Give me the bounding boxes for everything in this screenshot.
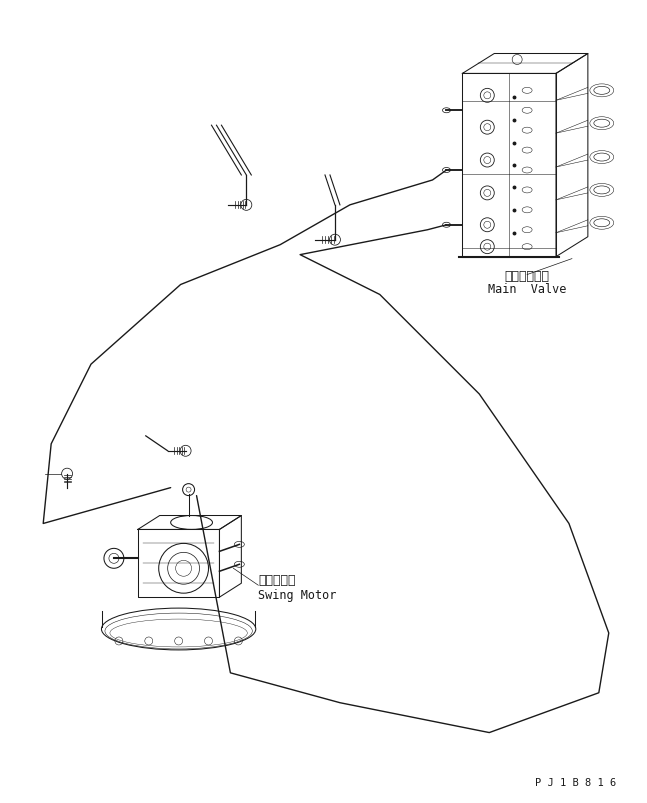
Text: メインバルブ: メインバルブ xyxy=(505,269,549,282)
Text: 旋回モータ: 旋回モータ xyxy=(258,573,296,586)
Text: Main  Valve: Main Valve xyxy=(488,283,566,296)
Text: Swing Motor: Swing Motor xyxy=(258,589,336,601)
Text: P J 1 B 8 1 6: P J 1 B 8 1 6 xyxy=(536,777,617,788)
